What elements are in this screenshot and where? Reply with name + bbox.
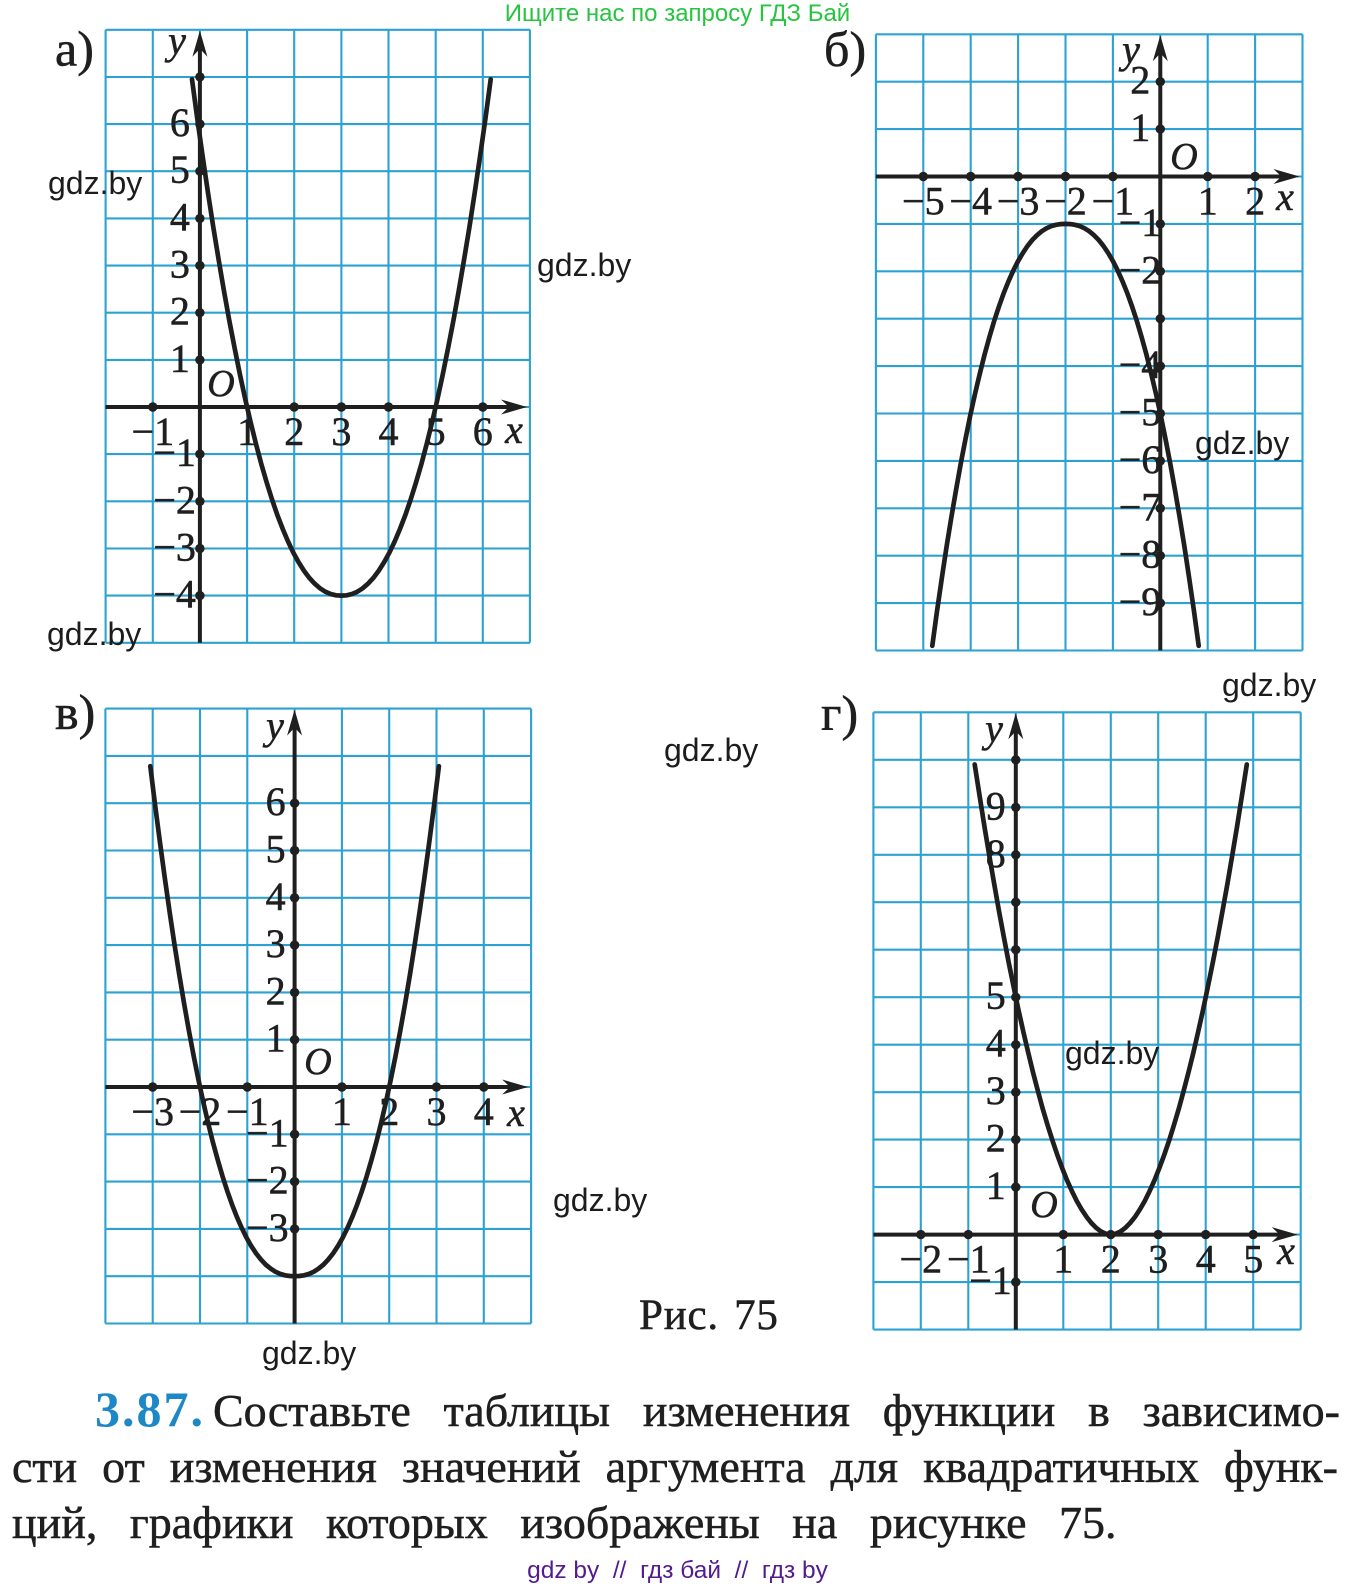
svg-text:1: 1	[1130, 105, 1150, 150]
svg-text:8: 8	[986, 831, 1006, 876]
svg-text:Рис. 75: Рис. 75	[639, 1292, 779, 1339]
svg-text:−3: −3	[997, 179, 1040, 224]
svg-text:−1: −1	[132, 409, 175, 454]
svg-text:x: x	[506, 1090, 525, 1135]
svg-text:O: O	[1030, 1184, 1057, 1226]
svg-text:−3: −3	[153, 525, 196, 570]
svg-text:1: 1	[332, 1089, 352, 1134]
svg-text:−1: −1	[153, 430, 196, 475]
svg-text:−2: −2	[246, 1158, 289, 1203]
svg-text:6: 6	[473, 409, 493, 454]
svg-text:1: 1	[986, 1163, 1006, 1208]
svg-text:O: O	[304, 1041, 331, 1083]
svg-text:1: 1	[237, 409, 257, 454]
svg-text:−9: −9	[1119, 579, 1162, 624]
svg-text:−2: −2	[153, 477, 196, 522]
svg-text:1: 1	[266, 1016, 286, 1061]
svg-text:5: 5	[1243, 1237, 1263, 1282]
svg-text:2: 2	[1245, 179, 1265, 224]
svg-text:x: x	[1275, 174, 1294, 219]
svg-text:−2: −2	[1119, 247, 1162, 292]
svg-text:−1: −1	[947, 1237, 990, 1282]
svg-text:3: 3	[986, 1068, 1006, 1113]
svg-text:4: 4	[379, 409, 399, 454]
svg-text:3: 3	[266, 921, 286, 966]
svg-text:−4: −4	[949, 179, 992, 224]
svg-text:4: 4	[474, 1089, 494, 1134]
svg-text:−1: −1	[1119, 200, 1162, 245]
svg-text:3: 3	[331, 409, 351, 454]
svg-text:−3: −3	[131, 1089, 174, 1134]
svg-text:O: O	[207, 363, 234, 405]
svg-text:4: 4	[170, 194, 190, 239]
svg-text:x: x	[504, 407, 523, 452]
svg-text:в): в)	[55, 684, 95, 740]
svg-text:−5: −5	[902, 179, 945, 224]
svg-text:−1: −1	[969, 1258, 1012, 1303]
svg-text:5: 5	[170, 147, 190, 192]
svg-text:4: 4	[986, 1021, 1006, 1066]
svg-text:6: 6	[266, 779, 286, 824]
svg-text:2: 2	[266, 968, 286, 1013]
svg-text:9: 9	[986, 783, 1006, 828]
svg-text:−8: −8	[1119, 532, 1162, 577]
svg-text:2: 2	[986, 1116, 1006, 1161]
svg-text:2: 2	[170, 289, 190, 334]
svg-text:−2: −2	[179, 1089, 222, 1134]
svg-text:3: 3	[427, 1089, 447, 1134]
svg-text:−4: −4	[153, 572, 196, 617]
svg-text:1: 1	[170, 336, 190, 381]
svg-text:1: 1	[1053, 1237, 1073, 1282]
svg-text:а): а)	[55, 21, 94, 77]
svg-text:−1: −1	[246, 1110, 289, 1155]
svg-text:−3: −3	[246, 1205, 289, 1250]
svg-text:5: 5	[986, 973, 1006, 1018]
svg-text:y: y	[981, 706, 1003, 751]
svg-text:1: 1	[1198, 179, 1218, 224]
svg-text:4: 4	[266, 874, 286, 919]
svg-text:2: 2	[1101, 1237, 1121, 1282]
svg-text:5: 5	[266, 827, 286, 872]
svg-text:x: x	[1276, 1228, 1295, 1273]
svg-text:б): б)	[824, 21, 866, 77]
svg-text:y: y	[262, 703, 284, 748]
svg-text:y: y	[164, 18, 186, 63]
svg-text:−1: −1	[1092, 179, 1135, 224]
svg-text:−2: −2	[900, 1237, 943, 1282]
svg-text:−2: −2	[1044, 179, 1087, 224]
svg-text:−1: −1	[226, 1089, 269, 1134]
svg-text:−7: −7	[1119, 484, 1162, 529]
svg-text:4: 4	[1196, 1237, 1216, 1282]
svg-text:O: O	[1170, 136, 1197, 178]
svg-text:6: 6	[170, 100, 190, 145]
svg-text:y: y	[1118, 27, 1140, 72]
svg-text:3: 3	[1148, 1237, 1168, 1282]
svg-text:−6: −6	[1119, 437, 1162, 482]
svg-text:г): г)	[821, 685, 858, 741]
svg-text:5: 5	[426, 409, 446, 454]
svg-text:3: 3	[170, 242, 190, 287]
svg-text:2: 2	[284, 409, 304, 454]
svg-text:2: 2	[379, 1089, 399, 1134]
svg-text:−5: −5	[1119, 390, 1162, 435]
svg-text:−4: −4	[1119, 342, 1162, 387]
svg-text:2: 2	[1130, 58, 1150, 103]
